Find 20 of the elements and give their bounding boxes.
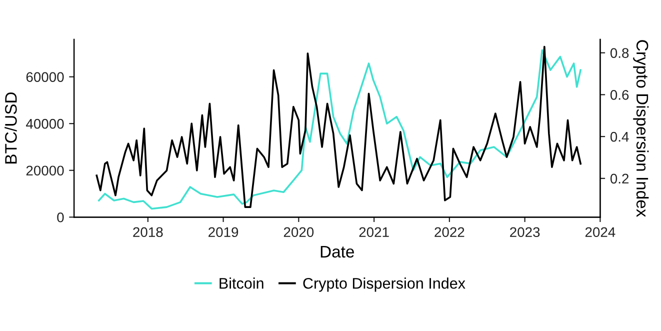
y2-tick-label: 0.8: [610, 48, 629, 58]
y-tick-label: 40000: [26, 118, 64, 129]
y2-tick-label: 0.4: [610, 132, 629, 142]
x-tick-label: 2020: [284, 227, 314, 238]
y2-axis-title: Crypto Dispersion Index: [633, 40, 649, 218]
y2-tick-label: 0.6: [610, 90, 629, 100]
x-axis-title: Date: [320, 246, 354, 258]
y-tick-label: 20000: [26, 166, 64, 176]
x-tick-label: 2018: [133, 227, 163, 238]
x-tick-label: 2021: [359, 227, 389, 238]
y-axis-title: BTC/USD: [4, 92, 17, 164]
x-tick-label: 2022: [434, 227, 464, 238]
x-tick-label: 2024: [585, 227, 616, 238]
y-tick-label: 0: [57, 212, 64, 222]
y-tick-label: 60000: [26, 72, 64, 82]
legend-label: Crypto Dispersion Index: [303, 278, 466, 292]
legend-label: Bitcoin: [220, 278, 264, 289]
x-tick-label: 2019: [208, 227, 238, 238]
x-tick-label: 2023: [510, 227, 540, 238]
y2-tick-label: 0.2: [610, 174, 629, 184]
